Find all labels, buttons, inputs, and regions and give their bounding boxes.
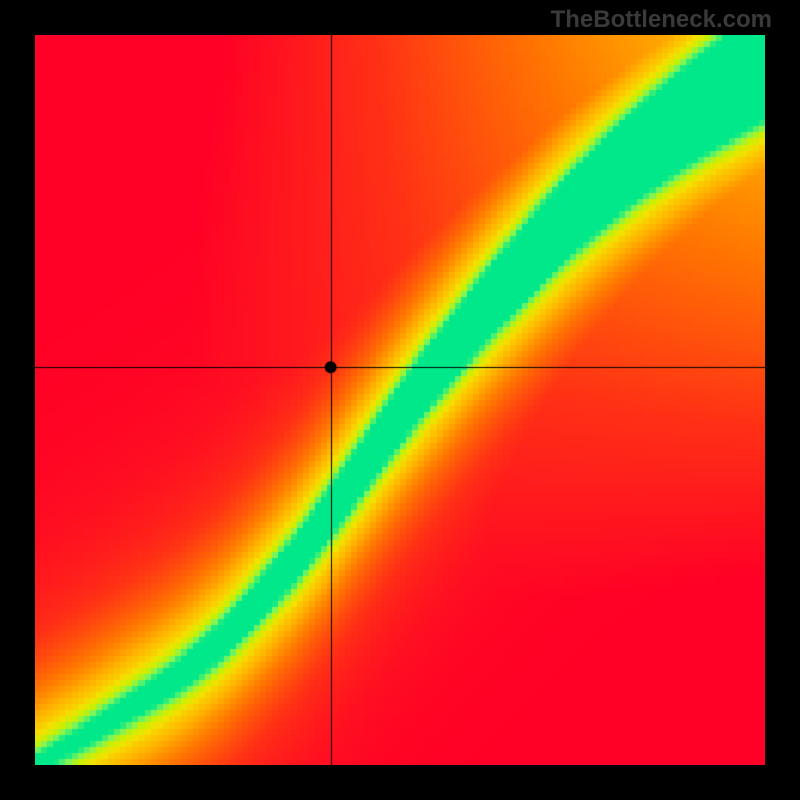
watermark-text: TheBottleneck.com xyxy=(551,6,772,34)
bottleneck-heatmap xyxy=(35,35,765,765)
chart-container: TheBottleneck.com xyxy=(0,0,800,800)
